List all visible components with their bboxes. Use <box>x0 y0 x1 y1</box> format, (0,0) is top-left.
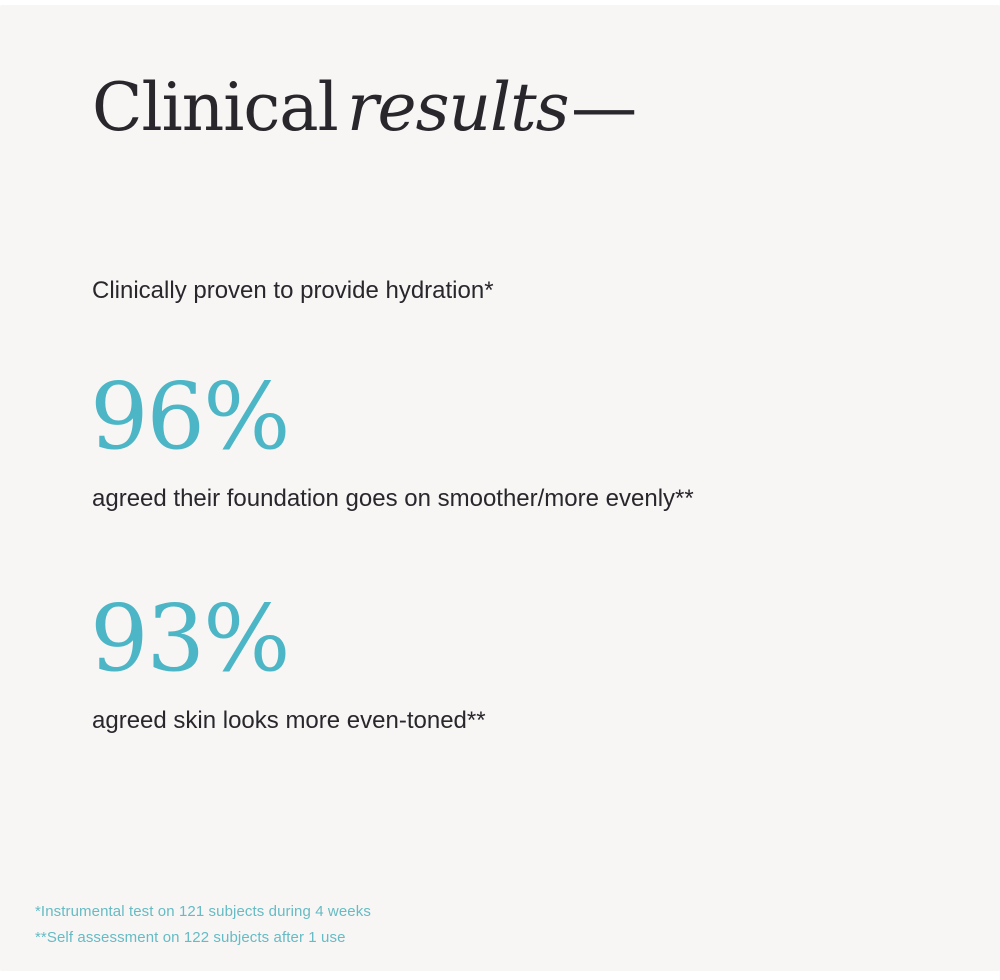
intro-claim-text: Clinically proven to provide hydration* <box>92 277 494 304</box>
footnote-self-assessment: **Self assessment on 122 subjects after … <box>35 929 346 946</box>
stat-block-hydration-smoothness: 96% agreed their foundation goes on smoo… <box>90 371 694 514</box>
footnotes: *Instrumental test on 121 subjects durin… <box>35 899 371 951</box>
stat-value-96: 96% <box>90 363 290 470</box>
footnote-instrumental-test: *Instrumental test on 121 subjects durin… <box>35 903 371 920</box>
stat-label-smoother: agreed their foundation goes on smoother… <box>92 485 694 512</box>
title-italic-text: results <box>347 69 569 146</box>
stat-label-even-toned: agreed skin looks more even-toned** <box>92 707 486 734</box>
title-dash: — <box>571 69 638 146</box>
title-regular-text: Clinical <box>92 69 339 146</box>
stat-block-even-tone: 93% agreed skin looks more even-toned** <box>90 593 486 736</box>
stat-value-93: 93% <box>90 585 290 692</box>
page-title: Clinical results— <box>92 75 637 141</box>
clinical-results-panel: Clinical results— Clinically proven to pr… <box>0 5 1000 971</box>
